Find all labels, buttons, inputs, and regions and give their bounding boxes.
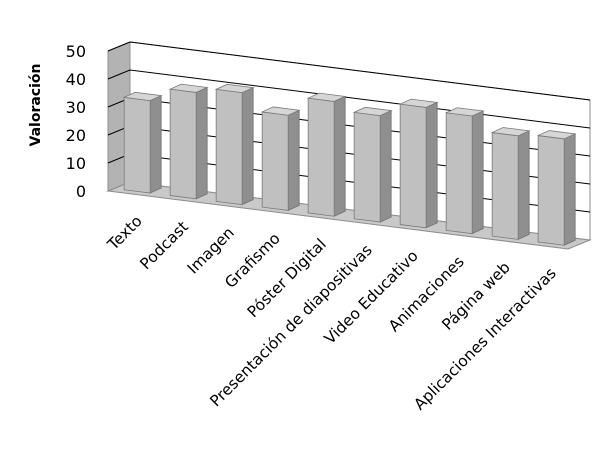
bar-side bbox=[471, 110, 484, 235]
y-tick-label: 30 bbox=[66, 98, 86, 117]
y-tick-label: 50 bbox=[66, 42, 86, 61]
bar-top bbox=[352, 106, 393, 117]
bar bbox=[536, 130, 577, 246]
y-tick-label: 0 bbox=[76, 182, 86, 201]
bar-side bbox=[563, 133, 576, 246]
bar bbox=[490, 127, 531, 241]
x-tick-label: Texto bbox=[104, 212, 146, 254]
bar-side bbox=[287, 109, 300, 212]
bar-front bbox=[307, 97, 335, 217]
bar-front bbox=[537, 135, 565, 246]
bar bbox=[306, 92, 347, 217]
bar bbox=[168, 83, 209, 200]
bar-top bbox=[122, 91, 163, 102]
y-tick-label: 10 bbox=[66, 154, 86, 173]
bar bbox=[444, 107, 485, 235]
bar-top bbox=[168, 83, 209, 93]
bar-side bbox=[425, 101, 438, 229]
bar-top bbox=[536, 130, 577, 140]
y-tick-label: 40 bbox=[66, 70, 86, 89]
bar-top bbox=[214, 83, 255, 94]
bar-top bbox=[490, 127, 531, 137]
bar bbox=[352, 106, 393, 223]
bar-side bbox=[379, 109, 392, 223]
bar-side bbox=[333, 95, 346, 217]
bar-top bbox=[444, 107, 485, 117]
bar-top bbox=[260, 106, 301, 116]
bar bbox=[398, 98, 439, 229]
bar-front bbox=[399, 103, 427, 229]
bar bbox=[214, 83, 255, 206]
y-tick-label: 20 bbox=[66, 126, 86, 145]
y-axis-title: Valoración bbox=[28, 64, 44, 147]
x-tick-label: Video Educativo bbox=[321, 247, 422, 348]
bar-side bbox=[517, 130, 530, 241]
bar bbox=[260, 106, 301, 212]
bar-side bbox=[195, 86, 208, 200]
bar-front bbox=[445, 112, 473, 235]
bar-front bbox=[353, 111, 381, 223]
bar-top bbox=[398, 98, 439, 108]
gridline bbox=[107, 41, 591, 101]
bar-front bbox=[491, 132, 519, 240]
bar-front bbox=[123, 96, 151, 194]
bar-top bbox=[306, 92, 347, 102]
bars bbox=[122, 83, 577, 246]
bar bbox=[122, 91, 163, 194]
bar-front bbox=[169, 88, 197, 200]
y-axis-ticks: 0 10 20 30 40 50 bbox=[66, 42, 86, 201]
bar-front bbox=[215, 88, 243, 206]
bar-front bbox=[261, 111, 289, 211]
bar-side bbox=[241, 86, 254, 206]
bar-side bbox=[149, 94, 162, 194]
